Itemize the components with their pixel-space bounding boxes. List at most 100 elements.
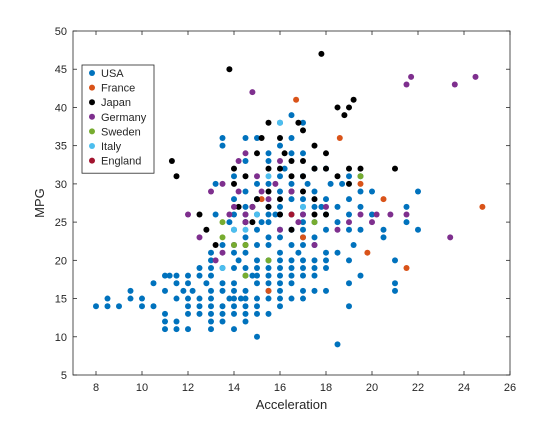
data-point [300, 234, 306, 241]
data-point [357, 165, 364, 172]
data-point [196, 264, 203, 271]
data-point [295, 249, 302, 256]
data-point [219, 318, 226, 325]
data-point [293, 96, 300, 103]
data-point [334, 173, 341, 180]
data-point [288, 157, 295, 164]
data-point [231, 180, 237, 187]
data-point [277, 287, 283, 294]
data-point [203, 226, 210, 233]
legend-entry: Japan [101, 97, 131, 109]
x-tick-label: 22 [412, 382, 424, 394]
data-point [242, 203, 249, 210]
data-point [196, 272, 203, 279]
data-point [339, 180, 346, 187]
data-point [226, 219, 233, 226]
legend: USA France Japan Germany Sweden Italy England [81, 64, 155, 174]
data-point [323, 203, 329, 210]
data-point [162, 272, 168, 279]
data-point [369, 188, 375, 195]
data-point [311, 242, 318, 249]
data-point [403, 219, 410, 226]
data-point [208, 264, 214, 271]
data-point [265, 310, 272, 317]
data-point [258, 196, 265, 203]
data-point [288, 226, 295, 233]
data-point [208, 257, 214, 264]
data-point [300, 272, 306, 279]
data-point [254, 333, 260, 340]
data-point [173, 280, 180, 287]
data-point [408, 73, 415, 80]
data-point [334, 203, 341, 210]
data-point [364, 249, 371, 256]
data-point [300, 188, 306, 195]
data-point [323, 196, 329, 203]
data-point [334, 104, 341, 111]
data-point [311, 165, 318, 172]
data-point [403, 203, 410, 210]
data-point [254, 196, 260, 203]
data-point [254, 180, 260, 187]
data-point [208, 188, 214, 195]
data-point [392, 287, 398, 294]
data-point [231, 226, 237, 233]
data-point [323, 165, 329, 172]
data-point [242, 318, 249, 325]
data-point [277, 280, 283, 287]
data-point [272, 211, 279, 218]
data-point [231, 280, 237, 287]
data-point [357, 188, 364, 195]
data-point [265, 165, 272, 172]
data-point [231, 196, 237, 203]
data-point [150, 303, 157, 310]
data-point [265, 203, 272, 210]
data-point [235, 203, 242, 210]
data-point [265, 257, 272, 264]
data-point [242, 310, 249, 317]
data-point [346, 303, 352, 310]
data-point [242, 303, 249, 310]
series-germany [185, 73, 479, 264]
data-point [242, 211, 249, 218]
x-tick-label: 16 [274, 382, 286, 394]
data-point [334, 219, 341, 226]
data-point [318, 203, 325, 210]
data-point [104, 303, 111, 310]
data-point [249, 219, 256, 226]
data-point [231, 203, 237, 210]
data-point [219, 280, 226, 287]
data-point [231, 310, 237, 317]
data-point [277, 264, 283, 271]
data-point [288, 196, 295, 203]
data-point [277, 295, 283, 302]
data-point [288, 280, 295, 287]
data-point [208, 249, 214, 256]
data-point [311, 203, 318, 210]
data-point [189, 287, 196, 294]
axes: 8 10 12 14 16 18 20 22 24 26 5 10 15 20 25 30 35 40 45 50 [55, 26, 516, 394]
data-point [265, 180, 272, 187]
y-axis-label: MPG [32, 188, 47, 218]
data-point [219, 287, 226, 294]
data-point [346, 196, 352, 203]
data-point [300, 150, 306, 157]
data-point [350, 242, 357, 249]
series-france [258, 96, 486, 294]
data-point [277, 257, 283, 264]
data-point [242, 173, 249, 180]
y-tick-label: 25 [55, 217, 67, 229]
data-point [334, 249, 341, 256]
data-point [311, 287, 318, 294]
data-point [300, 203, 306, 210]
legend-marker [89, 84, 95, 91]
data-point [346, 219, 352, 226]
data-point [304, 180, 311, 187]
data-point [265, 272, 272, 279]
data-point [265, 119, 272, 126]
data-point [173, 272, 180, 279]
data-point [219, 142, 226, 149]
data-point [334, 341, 341, 348]
data-point [231, 165, 237, 172]
data-point [415, 226, 421, 233]
